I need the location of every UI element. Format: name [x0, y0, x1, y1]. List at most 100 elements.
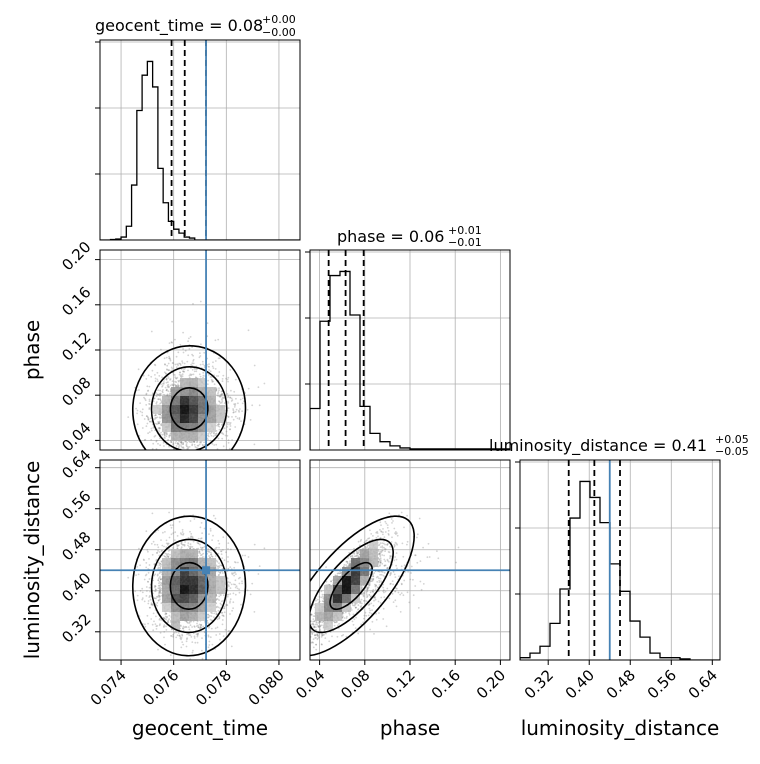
- pair-geocent-time-vs-phase-point: [221, 424, 223, 426]
- pair-geocent-time-vs-phase-density-cell: [216, 405, 225, 414]
- pair-geocent-time-vs-luminosity-distance-point: [154, 544, 156, 546]
- pair-geocent-time-vs-luminosity-distance-point: [190, 624, 192, 626]
- pair-geocent-time-vs-phase-point: [152, 443, 154, 445]
- pair-geocent-time-vs-phase-point: [207, 433, 209, 435]
- hist-geocent-time-border: [100, 40, 300, 240]
- pair-geocent-time-vs-phase-point: [163, 381, 165, 383]
- pair-geocent-time-vs-luminosity-distance-point: [190, 543, 192, 545]
- pair-geocent-time-vs-phase-point: [187, 370, 189, 372]
- pair-geocent-time-vs-luminosity-distance-point: [239, 577, 241, 579]
- pair-geocent-time-vs-phase-point: [211, 379, 213, 381]
- pair-geocent-time-vs-phase-point: [225, 435, 227, 437]
- pair-geocent-time-vs-phase-point: [169, 435, 171, 437]
- pair-geocent-time-vs-luminosity-distance-point: [202, 626, 204, 628]
- pair-geocent-time-vs-luminosity-distance-point: [241, 580, 243, 582]
- pair-geocent-time-vs-phase-point: [143, 375, 145, 377]
- pair-geocent-time-vs-phase-point: [227, 377, 229, 379]
- pair-geocent-time-vs-phase-point: [215, 368, 217, 370]
- pair-geocent-time-vs-luminosity-distance-point: [194, 637, 196, 639]
- pair-geocent-time-vs-luminosity-distance-point: [233, 583, 235, 585]
- pair-geocent-time-vs-phase-point: [148, 403, 150, 405]
- pair-geocent-time-vs-luminosity-distance-point: [201, 637, 203, 639]
- pair-geocent-time-vs-luminosity-distance-point: [182, 534, 184, 536]
- pair-geocent-time-vs-luminosity-distance-point: [233, 567, 235, 569]
- pair-geocent-time-vs-luminosity-distance-point: [254, 544, 256, 546]
- pair-geocent-time-vs-luminosity-distance-point: [213, 515, 215, 517]
- pair-geocent-time-vs-phase-point: [222, 378, 224, 380]
- pair-geocent-time-vs-luminosity-distance-point: [146, 586, 148, 588]
- pair-geocent-time-vs-luminosity-distance-point: [149, 587, 151, 589]
- pair-geocent-time-vs-luminosity-distance-point: [172, 547, 174, 549]
- pair-geocent-time-vs-phase-point: [208, 462, 210, 464]
- pair-geocent-time-vs-luminosity-distance-point: [218, 599, 220, 601]
- pair-geocent-time-vs-phase-point: [178, 385, 180, 387]
- pair-geocent-time-vs-phase-point: [208, 369, 210, 371]
- pair-geocent-time-vs-phase-point: [189, 348, 191, 350]
- pair-geocent-time-vs-phase-point: [168, 356, 170, 358]
- pair-geocent-time-vs-luminosity-distance-point: [194, 636, 196, 638]
- pair-geocent-time-vs-phase-point: [186, 458, 188, 460]
- pair-geocent-time-vs-phase-point: [203, 375, 205, 377]
- pair-geocent-time-vs-luminosity-distance-point: [232, 601, 234, 603]
- pair-geocent-time-vs-luminosity-distance-point: [152, 629, 154, 631]
- title-geocent-time-sub: −0.00: [262, 26, 296, 39]
- pair-geocent-time-vs-phase-point: [165, 433, 167, 435]
- pair-geocent-time-vs-luminosity-distance-point: [210, 530, 212, 532]
- pair-geocent-time-vs-phase-point: [199, 373, 201, 375]
- pair-geocent-time-vs-phase-point: [182, 446, 184, 448]
- pair-geocent-time-vs-phase-point: [250, 419, 252, 421]
- pair-geocent-time-vs-phase-point: [186, 453, 188, 455]
- pair-geocent-time-vs-luminosity-distance-point: [148, 558, 150, 560]
- pair-geocent-time-vs-luminosity-distance-point: [228, 584, 230, 586]
- title-luminosity-distance-sub: −0.05: [715, 445, 749, 458]
- pair-geocent-time-vs-phase-point: [146, 385, 148, 387]
- pair-geocent-time-vs-luminosity-distance-point: [165, 625, 167, 627]
- pair-geocent-time-vs-phase-point: [166, 365, 168, 367]
- pair-geocent-time-vs-luminosity-distance-point: [160, 579, 162, 581]
- pair-geocent-time-vs-phase-point: [218, 438, 220, 440]
- pair-geocent-time-vs-phase-point: [228, 422, 230, 424]
- pair-geocent-time-vs-phase-point: [159, 417, 161, 419]
- pair-geocent-time-vs-phase-point: [165, 435, 167, 437]
- pair-geocent-time-vs-phase-point: [217, 393, 219, 395]
- pair-geocent-time-vs-phase-point: [179, 453, 181, 455]
- pair-geocent-time-vs-luminosity-distance-point: [217, 540, 219, 542]
- pair-geocent-time-vs-phase-point: [196, 447, 198, 449]
- pair-geocent-time-vs-luminosity-distance-point: [235, 579, 237, 581]
- pair-geocent-time-vs-luminosity-distance-point: [188, 537, 190, 539]
- pair-geocent-time-vs-phase-point: [180, 375, 182, 377]
- pair-geocent-time-vs-luminosity-distance-point: [157, 544, 159, 546]
- pair-geocent-time-vs-luminosity-distance-point: [174, 539, 176, 541]
- pair-geocent-time-vs-luminosity-distance-point: [223, 607, 225, 609]
- pair-geocent-time-vs-luminosity-distance-point: [145, 567, 147, 569]
- pair-geocent-time-vs-luminosity-distance-point: [225, 551, 227, 553]
- pair-geocent-time-vs-luminosity-distance-point: [228, 581, 230, 583]
- pair-geocent-time-vs-phase-point: [202, 445, 204, 447]
- pair-geocent-time-vs-phase-point: [146, 415, 148, 417]
- pair-geocent-time-vs-phase-point: [202, 372, 204, 374]
- pair-geocent-time-vs-luminosity-distance-point: [180, 647, 182, 649]
- pair-geocent-time-vs-luminosity-distance-point: [221, 612, 223, 614]
- pair-geocent-time-vs-luminosity-distance-point: [182, 644, 184, 646]
- pair-geocent-time-vs-phase-point: [150, 376, 152, 378]
- pair-geocent-time-vs-phase-point: [217, 395, 219, 397]
- pair-geocent-time-vs-phase-point: [226, 422, 228, 424]
- pair-geocent-time-vs-phase-point: [157, 394, 159, 396]
- pair-geocent-time-vs-phase-point: [135, 408, 137, 410]
- pair-geocent-time-vs-phase-point: [239, 418, 241, 420]
- pair-geocent-time-vs-luminosity-distance-point: [144, 579, 146, 581]
- pair-geocent-time-vs-phase-point: [175, 381, 177, 383]
- pair-geocent-time-vs-phase-point: [167, 439, 169, 441]
- pair-geocent-time-vs-phase-point: [154, 364, 156, 366]
- pair-geocent-time-vs-phase-point: [149, 400, 151, 402]
- pair-geocent-time-vs-phase-point: [170, 385, 172, 387]
- pair-geocent-time-vs-phase-density-cell: [189, 396, 198, 405]
- pair-geocent-time-vs-phase-point: [167, 394, 169, 396]
- pair-geocent-time-vs-luminosity-distance-point: [221, 600, 223, 602]
- pair-geocent-time-vs-luminosity-distance-point: [199, 544, 201, 546]
- pair-geocent-time-vs-luminosity-distance-point: [229, 593, 231, 595]
- pair-geocent-time-vs-phase-point: [159, 393, 161, 395]
- pair-geocent-time-vs-phase-point: [230, 390, 232, 392]
- pair-geocent-time-vs-luminosity-distance-point: [159, 619, 161, 621]
